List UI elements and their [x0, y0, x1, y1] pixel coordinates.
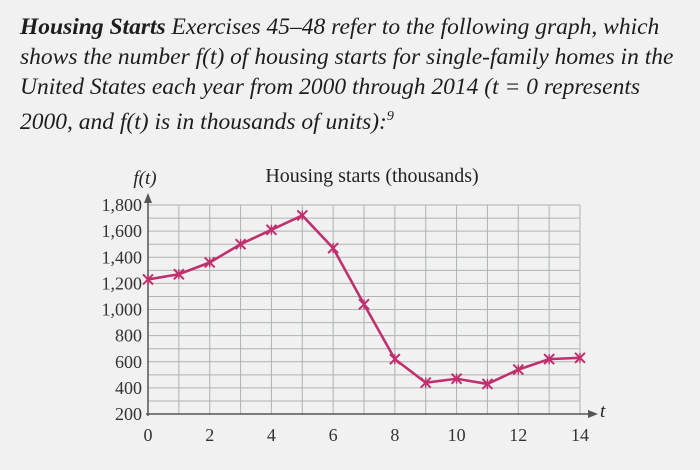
x-axis-arrow [588, 410, 598, 418]
chart-series [142, 209, 586, 390]
data-point [450, 373, 463, 385]
y-tick-label: 400 [115, 378, 142, 398]
y-tick-label: 200 [115, 404, 142, 424]
data-point [234, 238, 247, 250]
x-tick-label: 6 [329, 425, 338, 445]
y-tick-label: 1,000 [102, 300, 143, 320]
data-point [512, 363, 524, 376]
x-tick-label: 12 [509, 425, 527, 445]
data-point [204, 256, 216, 269]
data-point [173, 268, 185, 280]
x-tick-label: 10 [448, 425, 466, 445]
y-tick-label: 1,400 [102, 247, 143, 267]
chart-axes [144, 193, 598, 418]
x-tick-label: 2 [205, 425, 214, 445]
y-tick-label: 1,800 [102, 195, 143, 215]
y-tick-label: 800 [115, 326, 142, 346]
exercise-text: Exercises 45–48 refer to the following g… [20, 14, 674, 135]
y-axis-arrow [144, 193, 152, 203]
y-tick-label: 1,200 [102, 273, 143, 293]
data-point [420, 376, 432, 389]
chart-grid [147, 204, 581, 415]
x-tick-label: 8 [390, 425, 399, 445]
chart-ticks: 200 400 600 800 1,000 1,200 1,400 1,600 1,800 0 2 4… [102, 195, 590, 445]
y-axis-label: f(t) [133, 168, 156, 189]
y-tick-label: 600 [115, 352, 142, 372]
data-point [265, 224, 278, 236]
data-point [296, 209, 308, 222]
data-point [481, 378, 494, 390]
data-point [142, 273, 154, 286]
exercise-lead: Housing Starts [20, 14, 166, 40]
data-point [389, 353, 401, 365]
chart-title: Housing starts (thousands) [265, 165, 478, 187]
x-axis-label: t [600, 401, 606, 422]
exercise-header: Housing Starts Exercises 45–48 refer to … [20, 12, 690, 137]
x-tick-label: 14 [571, 425, 589, 445]
y-tick-label: 1,600 [102, 221, 143, 241]
data-point [574, 352, 586, 364]
data-point [358, 298, 370, 310]
footnote-marker: 9 [386, 109, 394, 124]
data-point [543, 353, 555, 365]
x-tick-label: 0 [144, 425, 153, 445]
data-point [327, 242, 339, 254]
x-tick-label: 4 [267, 425, 276, 445]
